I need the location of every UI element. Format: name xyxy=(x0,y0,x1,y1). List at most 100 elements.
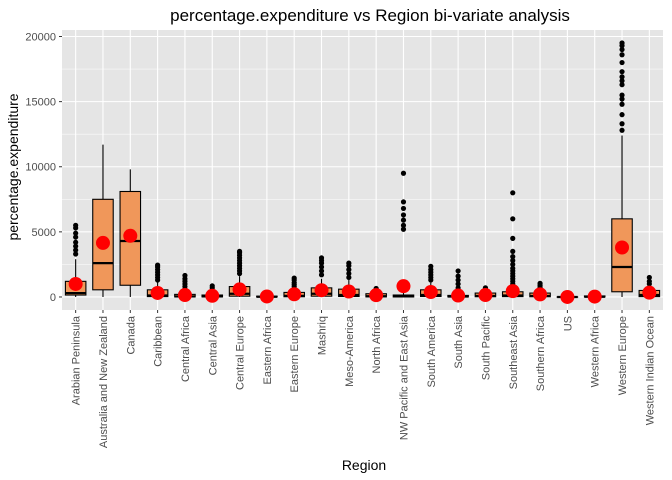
box-group xyxy=(146,262,169,300)
x-tick-label: Caribbean xyxy=(153,316,165,367)
outlier-point xyxy=(346,270,352,277)
box-group xyxy=(119,169,142,297)
box-group xyxy=(420,263,442,300)
plot-panel xyxy=(62,30,663,310)
box-group xyxy=(365,285,387,303)
box-group xyxy=(474,285,497,303)
box-group xyxy=(583,289,606,304)
outlier-point xyxy=(619,96,625,102)
x-tick-label: US xyxy=(562,316,574,331)
outlier-point xyxy=(619,78,625,84)
outlier-point xyxy=(619,127,625,133)
outlier-point xyxy=(619,82,625,88)
y-tick-label: 20000 xyxy=(25,32,56,44)
outlier-point xyxy=(209,283,215,289)
x-tick-label: Southern Africa xyxy=(535,315,547,391)
outlier-point xyxy=(236,248,243,254)
mean-point xyxy=(205,288,220,303)
box-group xyxy=(638,274,661,300)
mean-point xyxy=(232,282,247,297)
x-tick-label: NW Pacific and East Asia xyxy=(398,315,410,440)
mean-point xyxy=(369,288,384,303)
x-tick-label: Mashriq xyxy=(317,316,329,355)
x-tick-label: Western Africa xyxy=(590,315,602,387)
box-group xyxy=(256,289,278,304)
box-group xyxy=(283,275,305,302)
outlier-point xyxy=(510,257,516,264)
outlier-point xyxy=(400,170,407,176)
box-group xyxy=(201,283,224,303)
box-marks xyxy=(64,40,661,304)
x-tick-label: Canada xyxy=(125,315,137,354)
box-group xyxy=(447,268,469,303)
box-group xyxy=(228,248,251,297)
outlier-point xyxy=(537,280,543,286)
y-axis: 0 5000 10000 15000 20000 xyxy=(25,32,62,304)
x-tick-label: Central Europe xyxy=(235,316,247,390)
outlier-point xyxy=(619,52,625,58)
outlier-point xyxy=(346,274,352,281)
mean-point xyxy=(560,289,575,304)
mean-point xyxy=(259,289,274,304)
outlier-point xyxy=(510,254,516,260)
outlier-point xyxy=(291,275,297,281)
outlier-point xyxy=(73,251,79,257)
outlier-point xyxy=(346,260,352,266)
outlier-point xyxy=(510,190,516,196)
mean-point xyxy=(478,288,493,303)
mean-point xyxy=(642,285,657,300)
outlier-point xyxy=(510,235,516,241)
box-group xyxy=(392,170,415,298)
outlier-point xyxy=(400,226,407,232)
mean-point xyxy=(423,285,438,300)
box-iqr xyxy=(611,218,633,293)
x-axis-title: Region xyxy=(342,457,386,473)
outlier-point xyxy=(619,69,625,75)
box-group xyxy=(338,260,360,299)
mean-point xyxy=(314,283,329,298)
x-tick-label: Southeast Asia xyxy=(508,315,520,389)
outlier-point xyxy=(73,239,79,245)
outlier-point xyxy=(346,267,352,273)
chart-title: percentage.expenditure vs Region bi-vari… xyxy=(170,6,570,25)
outlier-point xyxy=(619,46,625,53)
x-tick-label: Arabian Peninsula xyxy=(71,315,83,405)
outlier-point xyxy=(646,278,652,284)
mean-point xyxy=(177,288,192,303)
x-tick-label: Eastern Europe xyxy=(289,316,301,392)
x-tick-label: Australia and New Zealand xyxy=(98,316,110,448)
outlier-point xyxy=(455,273,461,279)
mean-point xyxy=(287,287,302,302)
outlier-point xyxy=(619,92,625,98)
y-tick-label: 0 xyxy=(50,292,56,304)
y-tick-label: 15000 xyxy=(25,97,56,109)
outlier-point xyxy=(73,247,79,253)
mean-point xyxy=(615,240,630,255)
outlier-point xyxy=(646,274,652,281)
outlier-point xyxy=(400,205,407,212)
x-tick-label: South Asia xyxy=(453,315,465,368)
outlier-point xyxy=(510,261,516,268)
outlier-point xyxy=(428,263,434,269)
x-tick-label: South America xyxy=(426,315,438,387)
x-tick-label: Central Africa xyxy=(180,315,192,382)
outlier-point xyxy=(182,272,188,279)
mean-point xyxy=(587,289,602,304)
x-axis: Arabian Peninsula Australia and New Zeala… xyxy=(71,310,656,448)
mean-point xyxy=(150,285,165,300)
outlier-point xyxy=(455,277,461,283)
box-group xyxy=(611,40,633,297)
outlier-point xyxy=(510,248,516,254)
x-tick-label: Western Europe xyxy=(617,316,629,395)
outlier-point xyxy=(318,264,325,270)
outlier-point xyxy=(619,40,625,46)
box-group xyxy=(174,272,196,303)
box-group xyxy=(310,255,333,298)
grid-minor xyxy=(62,68,663,265)
outlier-point xyxy=(400,199,407,205)
outlier-point xyxy=(318,272,325,278)
x-tick-label: Meso-America xyxy=(344,315,356,387)
x-tick-label: Central Asia xyxy=(207,315,219,375)
outlier-point xyxy=(400,217,407,223)
x-tick-label: North Africa xyxy=(371,315,383,373)
